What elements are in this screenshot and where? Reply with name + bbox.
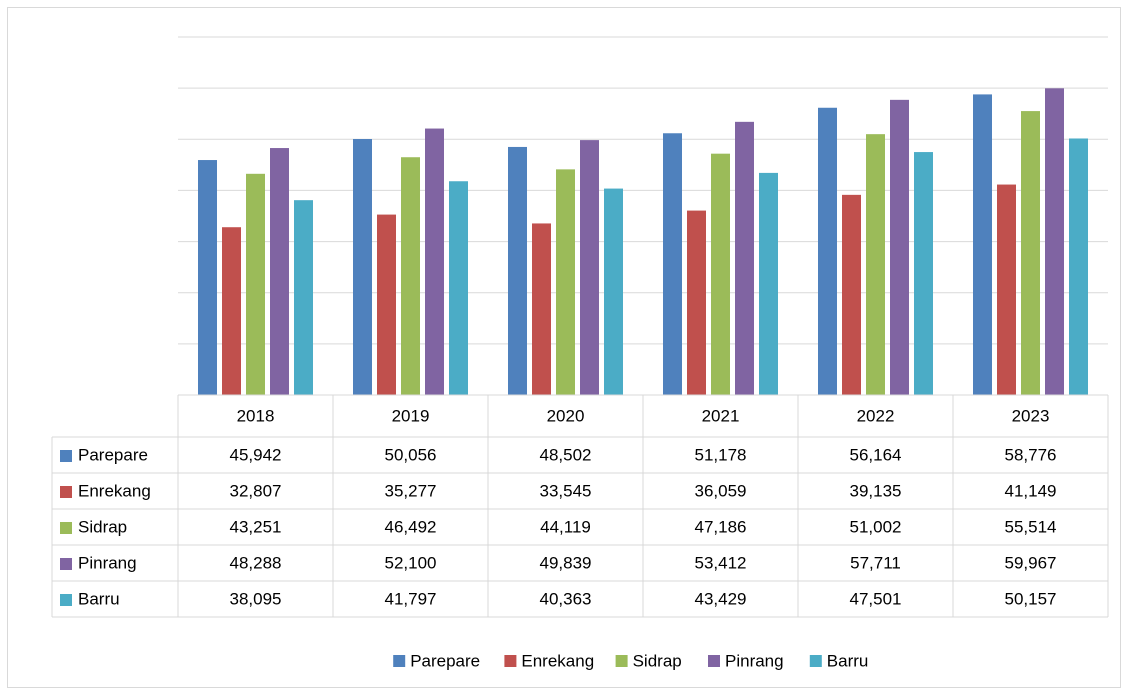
- table-cell: 40,363: [540, 589, 592, 608]
- bar: [818, 107, 837, 395]
- table-cell: 56,164: [850, 445, 902, 464]
- bar: [222, 227, 241, 395]
- bar: [353, 138, 372, 395]
- bar: [890, 99, 909, 395]
- legend-key: [809, 655, 822, 667]
- bar: [973, 94, 992, 395]
- bar: [425, 128, 444, 395]
- bar: [1069, 138, 1088, 395]
- bar: [997, 184, 1016, 395]
- bar: [198, 160, 217, 395]
- table-cell: 49,839: [540, 553, 592, 572]
- bar: [663, 133, 682, 395]
- table-row-label: Barru: [78, 589, 120, 608]
- bar: [735, 121, 754, 396]
- table-legend-key: [60, 450, 72, 462]
- bar: [449, 181, 468, 395]
- legend-key: [504, 655, 517, 667]
- legend-label: Enrekang: [521, 651, 594, 670]
- table-cell: 35,277: [385, 481, 437, 500]
- x-tick-label: 2023: [1012, 406, 1050, 425]
- bar: [842, 194, 861, 395]
- table-cell: 53,412: [695, 553, 747, 572]
- bar: [1021, 111, 1040, 395]
- table-row-label: Enrekang: [78, 481, 151, 500]
- x-tick-label: 2019: [392, 406, 430, 425]
- table-cell: 55,514: [1005, 517, 1057, 536]
- bar: [508, 146, 527, 395]
- bar: [532, 223, 551, 395]
- bar: [556, 169, 575, 395]
- legend-key: [393, 655, 406, 667]
- x-tick-label: 2020: [547, 406, 585, 425]
- bar: [1045, 88, 1064, 395]
- table-cell: 48,502: [540, 445, 592, 464]
- table-cell: 47,186: [695, 517, 747, 536]
- table-legend-key: [60, 486, 72, 498]
- bar: [711, 153, 730, 395]
- table-cell: 38,095: [230, 589, 282, 608]
- table-cell: 43,429: [695, 589, 747, 608]
- table-cell: 45,942: [230, 445, 282, 464]
- legend-label: Sidrap: [633, 651, 682, 670]
- table-row-label: Parepare: [78, 445, 148, 464]
- bar: [246, 173, 265, 395]
- table-cell: 51,178: [695, 445, 747, 464]
- legend-key: [615, 655, 628, 667]
- table-cell: 41,797: [385, 589, 437, 608]
- table-cell: 43,251: [230, 517, 282, 536]
- bar: [377, 214, 396, 395]
- x-tick-label: 2018: [237, 406, 275, 425]
- legend-label: Barru: [827, 651, 869, 670]
- legend-label: Pinrang: [725, 651, 784, 670]
- bar: [687, 210, 706, 395]
- table-row-label: Pinrang: [78, 553, 137, 572]
- table-cell: 51,002: [850, 517, 902, 536]
- table-legend-key: [60, 594, 72, 606]
- table-cell: 48,288: [230, 553, 282, 572]
- table-cell: 59,967: [1005, 553, 1057, 572]
- bar: [580, 140, 599, 395]
- bar: [866, 134, 885, 395]
- table-cell: 50,157: [1005, 589, 1057, 608]
- table-cell: 46,492: [385, 517, 437, 536]
- table-cell: 50,056: [385, 445, 437, 464]
- table-cell: 57,711: [850, 553, 901, 572]
- x-tick-label: 2021: [702, 406, 740, 425]
- table-cell: 52,100: [385, 553, 437, 572]
- table-legend-key: [60, 522, 72, 534]
- bar: [294, 200, 313, 395]
- table-cell: 39,135: [850, 481, 902, 500]
- table-cell: 58,776: [1005, 445, 1057, 464]
- legend-key: [708, 655, 720, 667]
- bar: [270, 148, 289, 395]
- table-legend-key: [60, 558, 72, 570]
- table-cell: 32,807: [230, 481, 282, 500]
- table-cell: 47,501: [850, 589, 902, 608]
- table-row-label: Sidrap: [78, 517, 127, 536]
- table-cell: 44,119: [540, 517, 591, 536]
- table-cell: 33,545: [540, 481, 592, 500]
- table-cell: 41,149: [1005, 481, 1057, 500]
- legend-label: Parepare: [410, 651, 480, 670]
- bar: [604, 188, 623, 395]
- bar: [401, 157, 420, 395]
- table-cell: 36,059: [695, 481, 747, 500]
- bar: [914, 152, 933, 395]
- bar: [759, 172, 778, 395]
- x-tick-label: 2022: [857, 406, 895, 425]
